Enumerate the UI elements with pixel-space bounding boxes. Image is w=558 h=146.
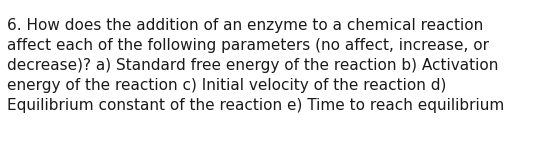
Text: 6. How does the addition of an enzyme to a chemical reaction
affect each of the : 6. How does the addition of an enzyme to… (7, 18, 504, 113)
